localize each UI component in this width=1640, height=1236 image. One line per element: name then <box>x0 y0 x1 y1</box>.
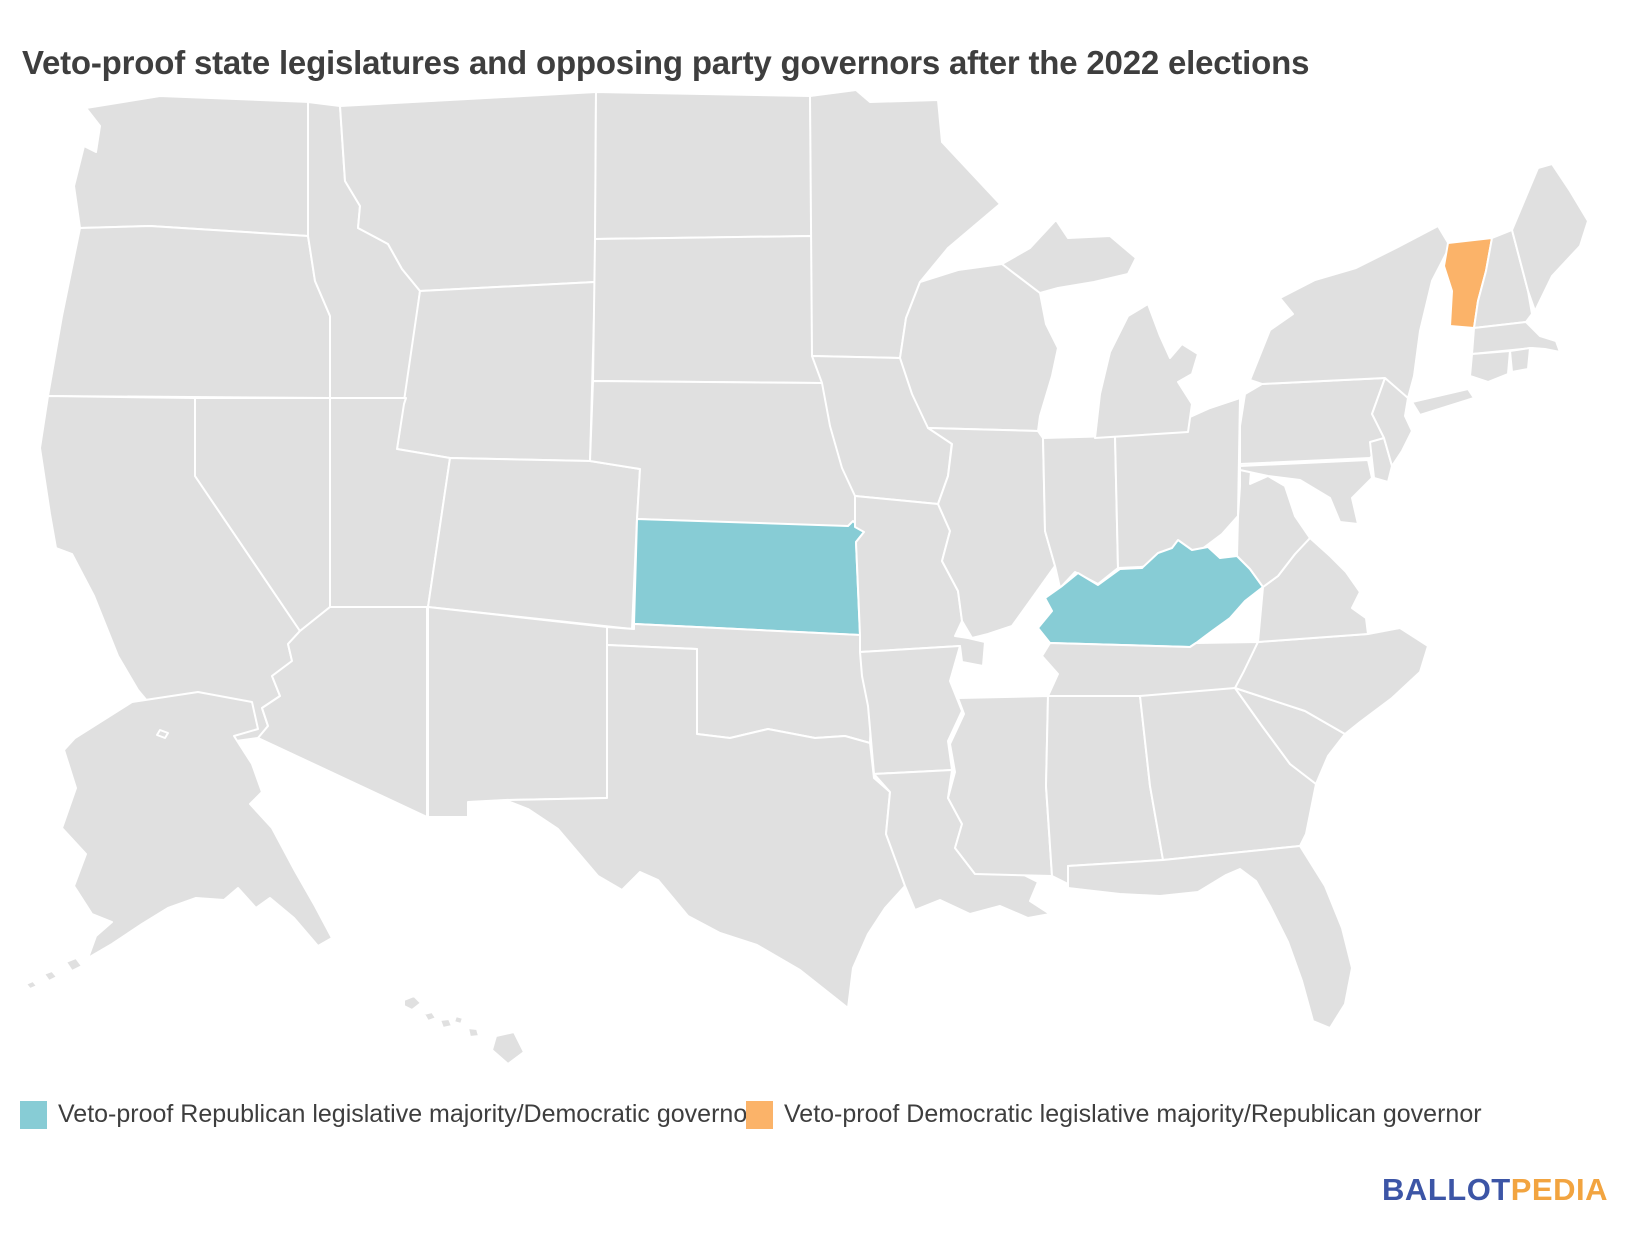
state-new-york-long-island <box>1411 388 1475 416</box>
state-hawaii <box>403 995 525 1065</box>
legend-item-rep-majority-dem-governor: Veto-proof Republican legislative majori… <box>20 1100 756 1129</box>
state-maryland <box>1239 459 1373 525</box>
legend-swatch-teal <box>20 1100 47 1129</box>
logo-text-pedia: PEDIA <box>1510 1172 1608 1207</box>
state-alaska-aleutian-islands <box>25 957 83 990</box>
state-washington <box>73 95 311 237</box>
state-michigan <box>1001 219 1199 439</box>
state-kansas <box>633 518 865 636</box>
state-florida <box>1067 845 1353 1029</box>
legend: Veto-proof Republican legislative majori… <box>0 1100 1640 1140</box>
states-layer <box>25 89 1589 1065</box>
state-maine <box>1511 163 1589 312</box>
state-ohio <box>1114 397 1241 569</box>
state-indiana <box>1042 435 1119 589</box>
state-connecticut <box>1469 350 1511 383</box>
state-new-york <box>1249 225 1451 399</box>
us-states-map <box>25 89 1589 1065</box>
state-wyoming <box>396 281 596 462</box>
logo-text-ballot: BALLOT <box>1382 1172 1511 1207</box>
state-west-virginia <box>1236 457 1311 588</box>
legend-item-dem-majority-rep-governor: Veto-proof Democratic legislative majori… <box>746 1100 1482 1129</box>
state-oregon <box>47 225 331 399</box>
state-texas <box>504 644 906 1009</box>
state-california-channel-island <box>156 729 169 739</box>
state-north-carolina <box>1234 627 1429 735</box>
legend-swatch-orange <box>746 1100 773 1129</box>
state-mississippi <box>947 695 1053 877</box>
state-colorado <box>427 457 641 630</box>
ballotpedia-logo: BALLOTPEDIA <box>1382 1172 1608 1208</box>
state-pennsylvania <box>1239 377 1389 465</box>
state-north-dakota <box>594 91 813 240</box>
legend-label-rep-majority-dem-governor: Veto-proof Republican legislative majori… <box>58 1100 756 1128</box>
state-rhode-island <box>1509 347 1531 373</box>
state-south-dakota <box>592 235 823 384</box>
state-alaska <box>61 691 333 959</box>
state-kentucky <box>1037 539 1264 648</box>
state-arkansas <box>859 645 963 775</box>
legend-label-dem-majority-rep-governor: Veto-proof Democratic legislative majori… <box>784 1100 1482 1128</box>
page-title: Veto-proof state legislatures and opposi… <box>22 44 1310 82</box>
state-new-mexico <box>427 606 608 818</box>
